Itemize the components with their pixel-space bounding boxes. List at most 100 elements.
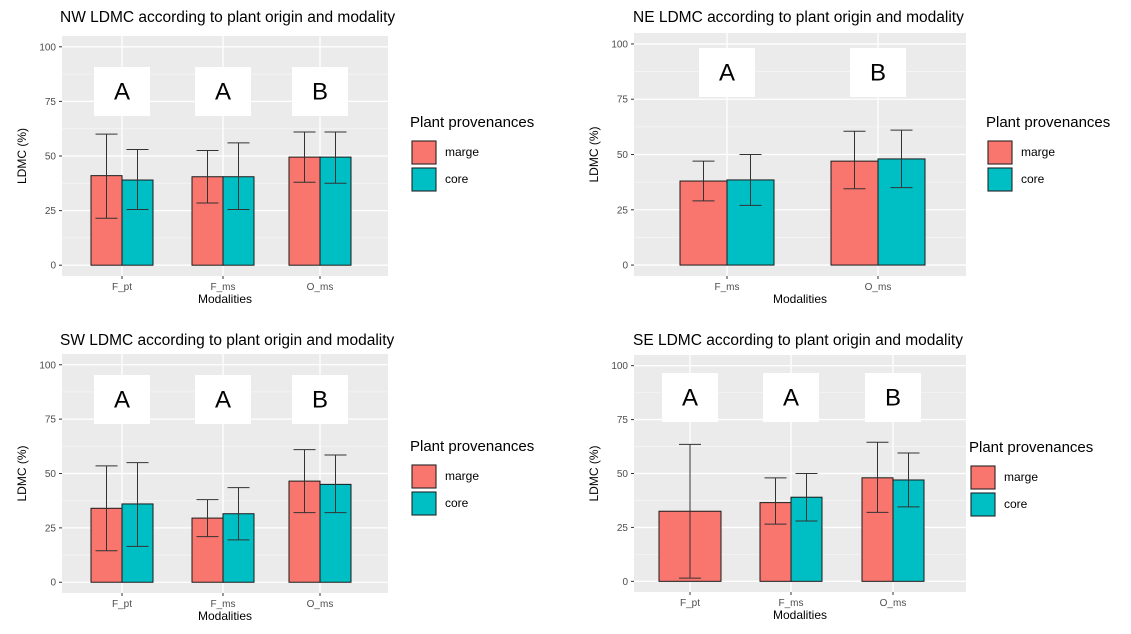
- y-tick-label: 100: [611, 361, 628, 372]
- y-tick-label: 0: [622, 261, 628, 272]
- legend-label-core: core: [1021, 172, 1045, 186]
- significance-letter: B: [885, 385, 901, 412]
- legend-label-core: core: [1004, 497, 1028, 511]
- x-axis-title: Modalities: [198, 292, 252, 306]
- y-tick-label: 100: [39, 42, 56, 53]
- y-tick-label: 100: [611, 39, 628, 50]
- x-tick-label: O_ms: [880, 598, 907, 609]
- y-tick-label: 25: [617, 523, 629, 534]
- significance-letter: A: [114, 79, 130, 106]
- x-tick-label: F_ms: [211, 599, 236, 610]
- error-bar-marge-F_ms: [196, 150, 219, 204]
- error-bar-marge-F_pt: [95, 133, 118, 219]
- significance-letter: A: [682, 385, 698, 412]
- legend-title: Plant provenances: [410, 114, 534, 131]
- error-bar-core-F_pt: [126, 148, 149, 211]
- legend-label-marge: marge: [445, 469, 479, 483]
- y-tick-label: 0: [622, 577, 628, 588]
- error-bar-core-O_ms: [324, 131, 347, 184]
- chart-panel: NE LDMC according to plant origin and mo…: [587, 9, 1110, 306]
- legend-label-core: core: [445, 496, 469, 510]
- significance-letter: A: [114, 387, 130, 414]
- x-axis-title: Modalities: [773, 608, 827, 622]
- y-tick-label: 75: [45, 97, 57, 108]
- error-bar-core-F_ms: [739, 154, 762, 206]
- significance-box: [94, 67, 150, 116]
- significance-letter: A: [783, 385, 799, 412]
- significance-box: [195, 375, 251, 424]
- y-tick-label: 75: [45, 415, 57, 426]
- y-tick-label: 75: [617, 95, 629, 106]
- y-axis-title: LDMC (%): [587, 445, 601, 501]
- significance-letter: A: [215, 387, 231, 414]
- significance-box: [662, 373, 718, 422]
- legend-swatch-core: [411, 491, 437, 516]
- error-bar-core-O_ms: [897, 452, 920, 508]
- legend: Plant provenances marge core: [986, 114, 1110, 192]
- x-tick-label: F_pt: [680, 598, 700, 609]
- x-tick-label: O_ms: [865, 282, 892, 293]
- y-tick-label: 50: [45, 469, 57, 480]
- legend-swatch-core: [970, 492, 996, 517]
- significance-letter: B: [870, 60, 886, 87]
- error-bar-core-O_ms: [324, 454, 347, 514]
- y-tick-label: 0: [50, 578, 56, 589]
- significance-box: [699, 48, 755, 97]
- chart-panel: SE LDMC according to plant origin and mo…: [587, 332, 1093, 622]
- significance-letter: B: [312, 79, 328, 106]
- x-tick-label: F_ms: [211, 282, 236, 293]
- legend-title: Plant provenances: [969, 439, 1093, 456]
- y-axis-title: LDMC (%): [15, 128, 29, 184]
- chart-title: SE LDMC according to plant origin and mo…: [633, 332, 963, 349]
- significance-letter: A: [215, 79, 231, 106]
- x-tick-label: F_ms: [779, 598, 804, 609]
- y-axis-title: LDMC (%): [15, 445, 29, 501]
- error-bar-core-O_ms: [890, 129, 913, 189]
- error-bar-marge-O_ms: [293, 131, 316, 183]
- chart-panel: NW LDMC according to plant origin and mo…: [15, 9, 534, 306]
- significance-box: [292, 67, 348, 116]
- significance-letter: A: [719, 60, 735, 87]
- legend-title: Plant provenances: [410, 438, 534, 455]
- chart-panel: SW LDMC according to plant origin and mo…: [15, 332, 534, 623]
- significance-letter: B: [312, 387, 328, 414]
- error-bar-core-F_ms: [227, 487, 250, 541]
- y-tick-label: 0: [50, 261, 56, 272]
- y-tick-label: 25: [45, 523, 57, 534]
- x-tick-label: O_ms: [307, 599, 334, 610]
- legend: Plant provenances marge core: [410, 114, 534, 192]
- error-bar-core-F_pt: [126, 462, 149, 547]
- legend: Plant provenances marge core: [410, 438, 534, 516]
- legend-title: Plant provenances: [986, 114, 1110, 131]
- error-bar-core-F_ms: [227, 142, 250, 211]
- y-tick-label: 75: [617, 415, 629, 426]
- error-bar-marge-F_ms: [196, 499, 219, 538]
- legend-swatch-marge: [411, 140, 437, 165]
- error-bar-marge-F_pt: [679, 443, 701, 579]
- x-tick-label: F_pt: [112, 599, 132, 610]
- legend-label-marge: marge: [1021, 145, 1055, 159]
- significance-box: [763, 373, 819, 422]
- y-tick-label: 25: [45, 206, 57, 217]
- legend-label-core: core: [445, 172, 469, 186]
- significance-box: [865, 373, 921, 422]
- legend-swatch-marge: [987, 140, 1013, 165]
- legend-swatch-marge: [411, 464, 437, 489]
- y-tick-label: 50: [617, 150, 629, 161]
- y-tick-label: 50: [617, 469, 629, 480]
- y-tick-label: 100: [39, 360, 56, 371]
- error-bar-core-F_ms: [795, 473, 818, 522]
- legend: Plant provenances marge core: [969, 439, 1093, 517]
- error-bar-marge-O_ms: [843, 130, 866, 190]
- legend-swatch-marge: [970, 465, 996, 490]
- y-axis-title: LDMC (%): [587, 126, 601, 182]
- x-tick-label: F_pt: [112, 282, 132, 293]
- chart-title: NE LDMC according to plant origin and mo…: [633, 9, 964, 26]
- error-bar-marge-F_ms: [692, 160, 715, 202]
- legend-swatch-core: [411, 167, 437, 192]
- chart-title: SW LDMC according to plant origin and mo…: [60, 332, 395, 349]
- error-bar-marge-F_ms: [764, 477, 787, 525]
- error-bar-marge-O_ms: [293, 449, 316, 514]
- bar-core-O_ms: [892, 479, 925, 582]
